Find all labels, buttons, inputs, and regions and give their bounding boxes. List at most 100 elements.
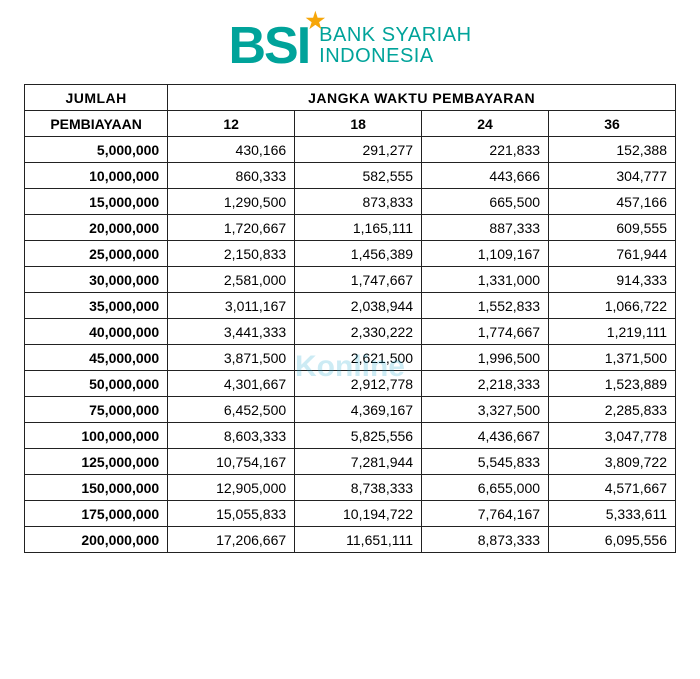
amount-cell: 40,000,000	[25, 319, 168, 345]
value-cell: 8,603,333	[168, 423, 295, 449]
amount-cell: 125,000,000	[25, 449, 168, 475]
table-row: 30,000,0002,581,0001,747,6671,331,000914…	[25, 267, 676, 293]
value-cell: 12,905,000	[168, 475, 295, 501]
value-cell: 3,809,722	[549, 449, 676, 475]
amount-cell: 50,000,000	[25, 371, 168, 397]
value-cell: 8,738,333	[295, 475, 422, 501]
value-cell: 914,333	[549, 267, 676, 293]
table-header-row-2: PEMBIAYAAN 12 18 24 36	[25, 111, 676, 137]
table-row: 75,000,0006,452,5004,369,1673,327,5002,2…	[25, 397, 676, 423]
value-cell: 1,456,389	[295, 241, 422, 267]
amount-cell: 30,000,000	[25, 267, 168, 293]
value-cell: 6,452,500	[168, 397, 295, 423]
table-row: 150,000,00012,905,0008,738,3336,655,0004…	[25, 475, 676, 501]
value-cell: 5,825,556	[295, 423, 422, 449]
value-cell: 1,219,111	[549, 319, 676, 345]
brand-text-line2: INDONESIA	[319, 46, 471, 67]
value-cell: 4,571,667	[549, 475, 676, 501]
value-cell: 1,523,889	[549, 371, 676, 397]
value-cell: 4,436,667	[422, 423, 549, 449]
value-cell: 2,581,000	[168, 267, 295, 293]
value-cell: 3,327,500	[422, 397, 549, 423]
value-cell: 665,500	[422, 189, 549, 215]
header-jumlah: JUMLAH	[25, 85, 168, 111]
value-cell: 430,166	[168, 137, 295, 163]
value-cell: 7,281,944	[295, 449, 422, 475]
value-cell: 15,055,833	[168, 501, 295, 527]
header-term-18: 18	[295, 111, 422, 137]
value-cell: 10,754,167	[168, 449, 295, 475]
value-cell: 1,720,667	[168, 215, 295, 241]
table-row: 100,000,0008,603,3335,825,5564,436,6673,…	[25, 423, 676, 449]
header-term-24: 24	[422, 111, 549, 137]
header-term-36: 36	[549, 111, 676, 137]
value-cell: 5,545,833	[422, 449, 549, 475]
value-cell: 1,290,500	[168, 189, 295, 215]
value-cell: 761,944	[549, 241, 676, 267]
value-cell: 11,651,111	[295, 527, 422, 553]
value-cell: 887,333	[422, 215, 549, 241]
value-cell: 1,371,500	[549, 345, 676, 371]
value-cell: 8,873,333	[422, 527, 549, 553]
brand-mark: BSI ★	[228, 20, 309, 72]
table-header-row-1: JUMLAH JANGKA WAKTU PEMBAYARAN	[25, 85, 676, 111]
table-row: 50,000,0004,301,6672,912,7782,218,3331,5…	[25, 371, 676, 397]
amount-cell: 175,000,000	[25, 501, 168, 527]
value-cell: 1,066,722	[549, 293, 676, 319]
table-row: 35,000,0003,011,1672,038,9441,552,8331,0…	[25, 293, 676, 319]
amount-cell: 100,000,000	[25, 423, 168, 449]
table-row: 200,000,00017,206,66711,651,1118,873,333…	[25, 527, 676, 553]
value-cell: 2,621,500	[295, 345, 422, 371]
brand-mark-text: BSI	[228, 17, 309, 75]
table-row: 25,000,0002,150,8331,456,3891,109,167761…	[25, 241, 676, 267]
amount-cell: 5,000,000	[25, 137, 168, 163]
amount-cell: 200,000,000	[25, 527, 168, 553]
table-row: 175,000,00015,055,83310,194,7227,764,167…	[25, 501, 676, 527]
amount-cell: 35,000,000	[25, 293, 168, 319]
value-cell: 7,764,167	[422, 501, 549, 527]
value-cell: 2,330,222	[295, 319, 422, 345]
table-row: 5,000,000430,166291,277221,833152,388	[25, 137, 676, 163]
table-body: 5,000,000430,166291,277221,833152,38810,…	[25, 137, 676, 553]
table-row: 20,000,0001,720,6671,165,111887,333609,5…	[25, 215, 676, 241]
financing-table: JUMLAH JANGKA WAKTU PEMBAYARAN PEMBIAYAA…	[24, 84, 676, 553]
value-cell: 10,194,722	[295, 501, 422, 527]
value-cell: 443,666	[422, 163, 549, 189]
table-row: 40,000,0003,441,3332,330,2221,774,6671,2…	[25, 319, 676, 345]
value-cell: 1,747,667	[295, 267, 422, 293]
value-cell: 1,552,833	[422, 293, 549, 319]
value-cell: 6,095,556	[549, 527, 676, 553]
value-cell: 873,833	[295, 189, 422, 215]
amount-cell: 75,000,000	[25, 397, 168, 423]
value-cell: 6,655,000	[422, 475, 549, 501]
table-head: JUMLAH JANGKA WAKTU PEMBAYARAN PEMBIAYAA…	[25, 85, 676, 137]
table-row: 45,000,0003,871,5002,621,5001,996,5001,3…	[25, 345, 676, 371]
value-cell: 2,912,778	[295, 371, 422, 397]
table-row: 125,000,00010,754,1677,281,9445,545,8333…	[25, 449, 676, 475]
value-cell: 3,011,167	[168, 293, 295, 319]
value-cell: 5,333,611	[549, 501, 676, 527]
value-cell: 4,301,667	[168, 371, 295, 397]
value-cell: 457,166	[549, 189, 676, 215]
value-cell: 2,038,944	[295, 293, 422, 319]
header-term-12: 12	[168, 111, 295, 137]
value-cell: 152,388	[549, 137, 676, 163]
value-cell: 3,441,333	[168, 319, 295, 345]
brand-text: BANK SYARIAH INDONESIA	[319, 25, 471, 67]
table-row: 10,000,000860,333582,555443,666304,777	[25, 163, 676, 189]
value-cell: 1,165,111	[295, 215, 422, 241]
value-cell: 221,833	[422, 137, 549, 163]
value-cell: 2,218,333	[422, 371, 549, 397]
value-cell: 17,206,667	[168, 527, 295, 553]
value-cell: 3,047,778	[549, 423, 676, 449]
value-cell: 3,871,500	[168, 345, 295, 371]
value-cell: 609,555	[549, 215, 676, 241]
value-cell: 1,331,000	[422, 267, 549, 293]
star-icon: ★	[305, 10, 323, 32]
value-cell: 304,777	[549, 163, 676, 189]
value-cell: 1,774,667	[422, 319, 549, 345]
value-cell: 582,555	[295, 163, 422, 189]
amount-cell: 45,000,000	[25, 345, 168, 371]
value-cell: 291,277	[295, 137, 422, 163]
value-cell: 1,109,167	[422, 241, 549, 267]
